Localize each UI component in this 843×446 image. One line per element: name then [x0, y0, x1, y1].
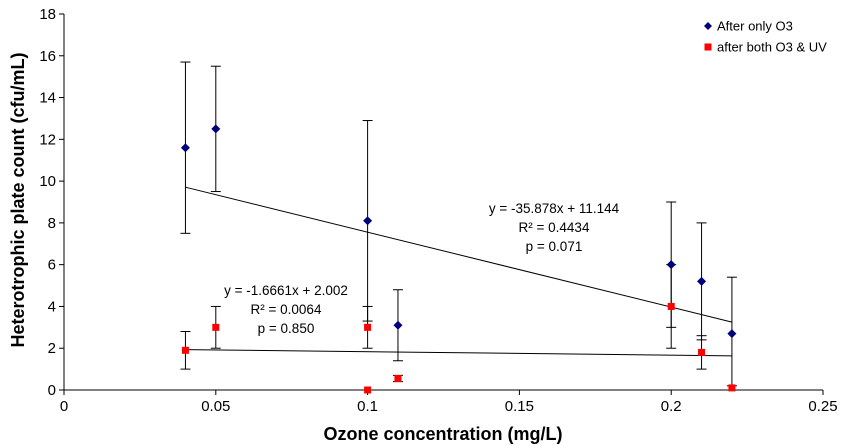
- data-point-diamond: [393, 320, 403, 330]
- data-point-diamond: [180, 143, 190, 153]
- y-tick-label: 0: [48, 382, 56, 399]
- data-markers: [180, 124, 737, 394]
- p-value: p = 0.850: [258, 321, 315, 336]
- data-point-square: [728, 384, 736, 392]
- data-point-diamond: [666, 260, 676, 270]
- y-tick-label: 18: [39, 6, 56, 23]
- data-point-diamond: [363, 216, 373, 226]
- legend-label: after both O3 & UV: [717, 40, 827, 55]
- legend-marker-square: [704, 43, 712, 51]
- data-point-square: [364, 386, 372, 394]
- regression-annotations: y = -35.878x + 11.144 R² = 0.4434 p = 0.07…: [224, 201, 620, 336]
- y-tick-label: 14: [39, 90, 56, 107]
- regression-equation: y = -35.878x + 11.144: [489, 201, 620, 216]
- y-tick-label: 4: [48, 298, 56, 315]
- data-point-square: [698, 348, 706, 356]
- axes: [59, 13, 824, 395]
- x-tick-label: 0: [60, 398, 68, 415]
- legend-label: After only O3: [717, 19, 793, 34]
- data-point-square: [364, 323, 372, 331]
- legend-marker-diamond: [704, 22, 712, 30]
- y-tick-label: 16: [39, 48, 56, 65]
- error-bars: [180, 61, 737, 391]
- trendlines: [185, 186, 733, 357]
- x-tick-label: 0.1: [357, 398, 378, 415]
- data-point-diamond: [727, 329, 737, 339]
- y-tick-label: 8: [48, 215, 56, 232]
- r-squared: R² = 0.0064: [251, 302, 322, 317]
- x-axis-title: Ozone concentration (mg/L): [323, 424, 562, 444]
- legend: After only O3 after both O3 & UV: [704, 19, 827, 55]
- data-point-square: [667, 302, 675, 310]
- data-point-square: [181, 346, 189, 354]
- data-point-diamond: [211, 124, 221, 134]
- p-value: p = 0.071: [526, 239, 583, 254]
- regression-equation: y = -1.6661x + 2.002: [224, 283, 348, 298]
- r-squared: R² = 0.4434: [519, 220, 590, 235]
- y-tick-label: 12: [39, 131, 56, 148]
- x-tick-label: 0.2: [661, 398, 682, 415]
- trendline-1: [185, 349, 732, 357]
- y-tick-labels: 0 2 4 6 8 10 12 14 16 18: [39, 6, 56, 399]
- y-tick-label: 2: [48, 340, 56, 357]
- y-axis-title: Heterotrophic plate count (cfu/mL): [8, 52, 28, 347]
- x-tick-labels: 0 0.05 0.1 0.15 0.2 0.25: [60, 398, 838, 415]
- x-tick-label: 0.05: [201, 398, 230, 415]
- x-tick-label: 0.25: [808, 398, 837, 415]
- data-point-square: [212, 323, 220, 331]
- y-tick-label: 10: [39, 173, 56, 190]
- x-tick-label: 0.15: [505, 398, 534, 415]
- data-point-square: [394, 375, 402, 383]
- y-tick-label: 6: [48, 257, 56, 274]
- trendline-0: [185, 186, 733, 323]
- data-point-diamond: [697, 276, 707, 286]
